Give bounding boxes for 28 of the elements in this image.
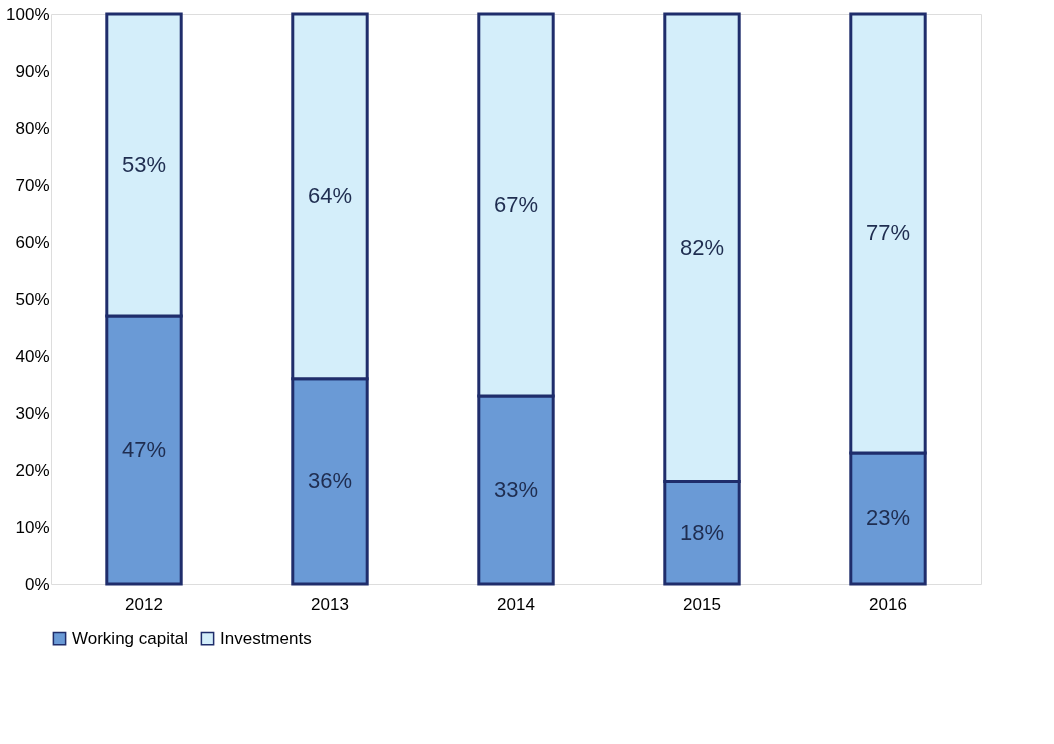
y-tick-label: 10% bbox=[15, 517, 50, 537]
y-tick-label: 80% bbox=[15, 118, 50, 138]
data-label: 64% bbox=[307, 183, 353, 209]
x-tick-label: 2012 bbox=[125, 594, 163, 614]
y-tick-label: 60% bbox=[15, 232, 50, 252]
data-label: 33% bbox=[493, 476, 539, 502]
data-label: 18% bbox=[679, 519, 725, 545]
data-label: 23% bbox=[865, 505, 911, 531]
x-tick-label: 2015 bbox=[683, 594, 721, 614]
y-tick-label: 20% bbox=[15, 460, 50, 480]
y-tick-label: 70% bbox=[15, 175, 50, 195]
data-label: 67% bbox=[493, 191, 539, 217]
legend-label: Working capital bbox=[72, 628, 188, 648]
x-tick-label: 2014 bbox=[497, 594, 535, 614]
legend-label: Investments bbox=[220, 628, 312, 648]
y-tick-label: 40% bbox=[15, 346, 50, 366]
data-label: 47% bbox=[121, 437, 167, 463]
data-label: 36% bbox=[307, 468, 353, 494]
y-tick-label: 0% bbox=[24, 574, 50, 594]
y-tick-label: 90% bbox=[15, 61, 50, 81]
y-tick-label: 50% bbox=[15, 289, 50, 309]
data-label: 82% bbox=[679, 234, 725, 260]
x-tick-label: 2013 bbox=[311, 594, 349, 614]
data-label: 53% bbox=[121, 152, 167, 178]
data-label: 77% bbox=[865, 220, 911, 246]
y-tick-label: 30% bbox=[15, 403, 50, 423]
y-tick-label: 100% bbox=[6, 4, 50, 24]
x-tick-label: 2016 bbox=[869, 594, 907, 614]
